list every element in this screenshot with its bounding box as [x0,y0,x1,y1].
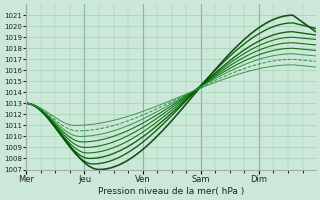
X-axis label: Pression niveau de la mer( hPa ): Pression niveau de la mer( hPa ) [98,187,244,196]
